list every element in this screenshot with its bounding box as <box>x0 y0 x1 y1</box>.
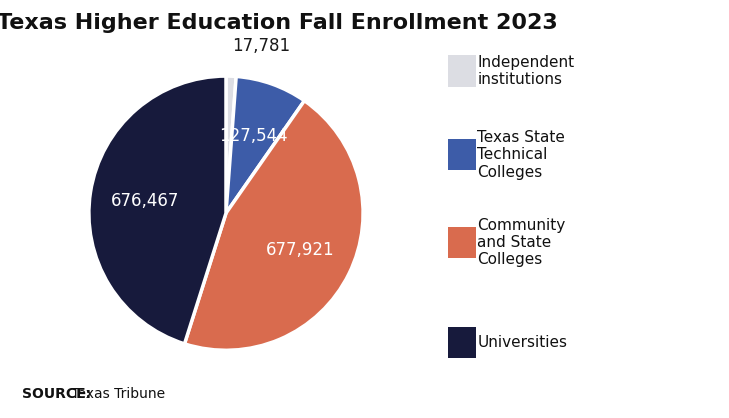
Wedge shape <box>89 76 226 344</box>
Text: 677,921: 677,921 <box>265 241 334 259</box>
Text: Independent
institutions: Independent institutions <box>477 55 574 87</box>
Wedge shape <box>226 76 236 213</box>
Text: Texas Tribune: Texas Tribune <box>67 387 165 401</box>
Wedge shape <box>184 101 363 350</box>
Text: Texas Higher Education Fall Enrollment 2023: Texas Higher Education Fall Enrollment 2… <box>0 13 558 33</box>
Text: Universities: Universities <box>477 335 567 350</box>
Text: 127,544: 127,544 <box>219 127 288 145</box>
Text: SOURCE:: SOURCE: <box>22 387 91 401</box>
Text: Texas State
Technical
Colleges: Texas State Technical Colleges <box>477 130 566 180</box>
Text: Community
and State
Colleges: Community and State Colleges <box>477 217 566 268</box>
Wedge shape <box>226 76 305 213</box>
Text: 676,467: 676,467 <box>111 191 179 209</box>
Text: 17,781: 17,781 <box>233 37 290 55</box>
